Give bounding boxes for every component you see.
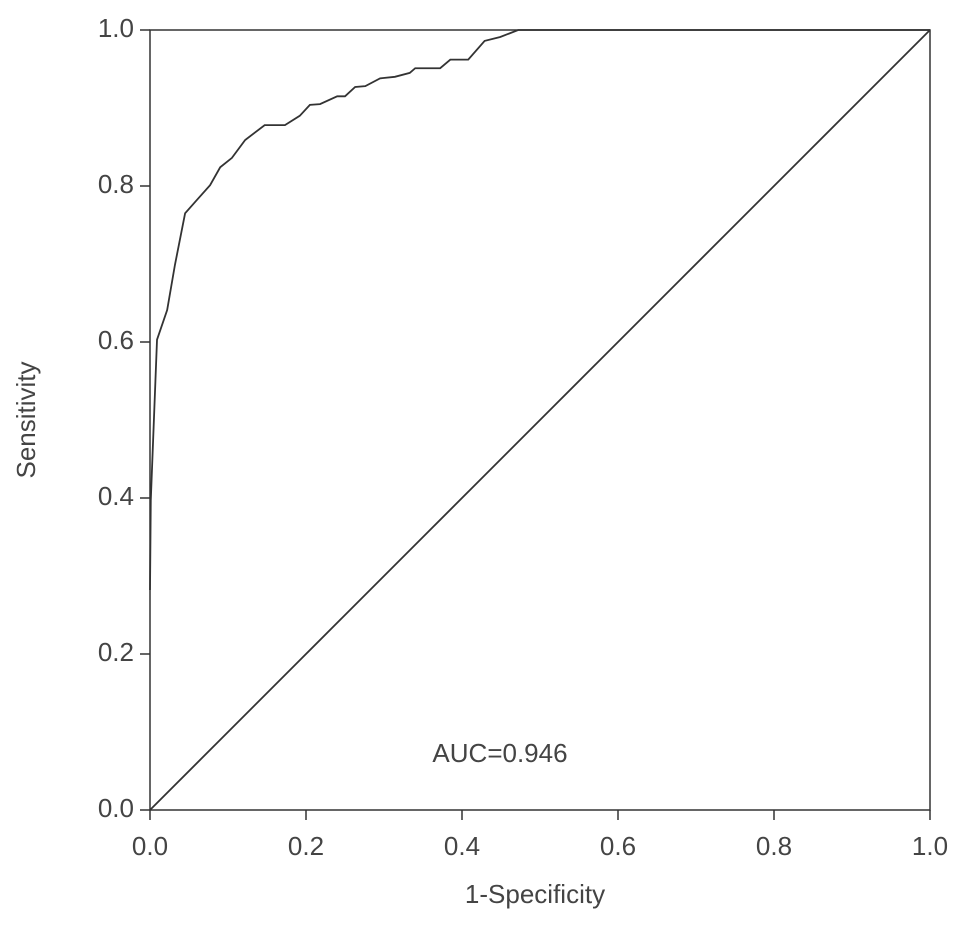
roc-line bbox=[149, 29, 930, 591]
roc-line bbox=[149, 29, 931, 811]
y-tick-label: 1.0 bbox=[98, 13, 134, 43]
x-tick-label: 0.4 bbox=[444, 831, 480, 861]
x-tick-label: 0.6 bbox=[600, 831, 636, 861]
x-tick-label: 0.2 bbox=[288, 831, 324, 861]
y-tick-label: 0.8 bbox=[98, 169, 134, 199]
x-axis-title: 1-Specificity bbox=[465, 879, 605, 909]
y-axis-title: Sensitivity bbox=[11, 361, 41, 478]
auc-annotation: AUC=0.946 bbox=[432, 738, 567, 768]
y-tick-label: 0.0 bbox=[98, 793, 134, 823]
x-tick-label: 0.0 bbox=[132, 831, 168, 861]
y-tick-label: 0.2 bbox=[98, 637, 134, 667]
y-tick-label: 0.4 bbox=[98, 481, 134, 511]
y-tick-label: 0.6 bbox=[98, 325, 134, 355]
x-tick-label: 0.8 bbox=[756, 831, 792, 861]
x-tick-label: 1.0 bbox=[912, 831, 948, 861]
